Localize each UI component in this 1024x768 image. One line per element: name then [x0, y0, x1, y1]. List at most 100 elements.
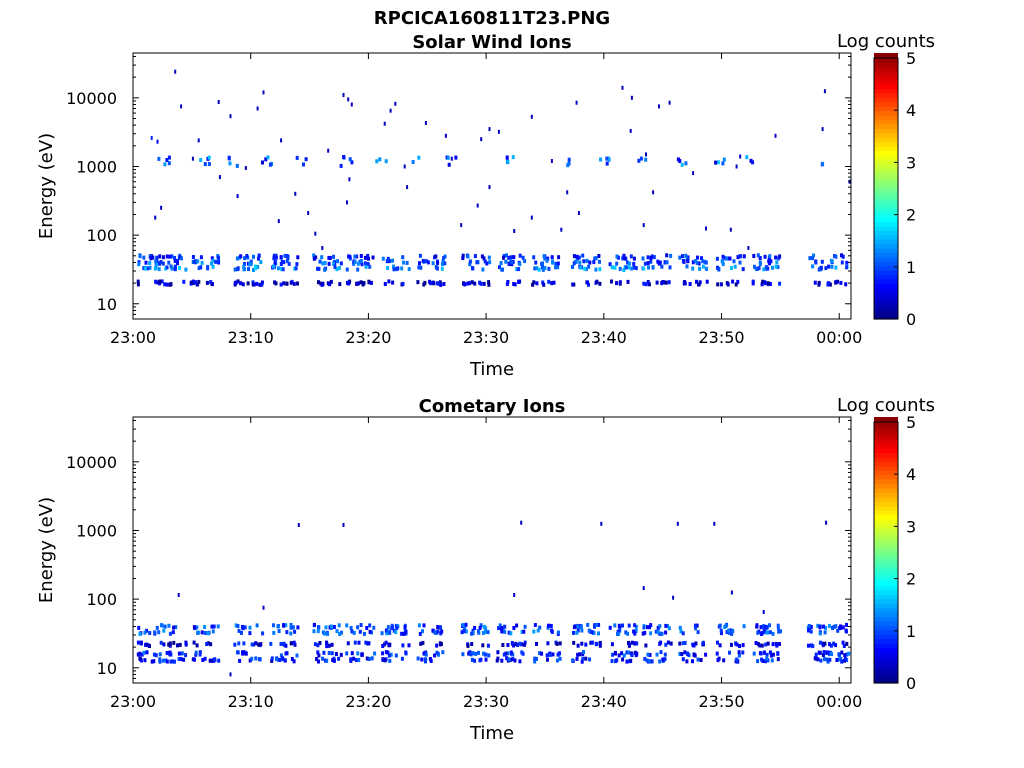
spectrogram-cell	[658, 104, 660, 109]
spectrogram-cell	[834, 265, 838, 270]
spectrogram-cell	[322, 650, 326, 655]
spectrogram-cell	[764, 659, 767, 664]
spectrogram-cell	[157, 156, 161, 161]
spectrogram-cell	[749, 158, 753, 163]
spectrogram-cell	[724, 624, 728, 629]
spectrogram-cell	[161, 658, 165, 663]
spectrogram-cell	[840, 650, 844, 655]
spectrogram-cell	[475, 260, 479, 265]
spectrogram-cell	[667, 626, 671, 631]
spectrogram-cell	[836, 628, 840, 633]
spectrogram-cell	[272, 264, 275, 269]
spectrogram-cell	[807, 624, 811, 628]
spectrogram-cell	[836, 279, 840, 284]
spectrogram-cell	[463, 282, 467, 287]
spectrogram-cell	[154, 259, 158, 264]
spectrogram-cell	[403, 625, 407, 630]
spectrogram-cell	[342, 93, 345, 97]
spectrogram-cell	[721, 262, 725, 267]
spectrogram-cell	[392, 267, 396, 272]
colorbar-segment	[874, 279, 898, 285]
spectrogram-cell	[345, 651, 349, 656]
spectrogram-cell	[154, 215, 157, 220]
colorbar-segment	[874, 665, 898, 671]
spectrogram-cell	[737, 653, 741, 658]
spectrogram-cell	[486, 630, 490, 635]
spectrogram-cell	[381, 256, 385, 261]
spectrogram-cell	[571, 658, 575, 663]
spectrogram-cell	[157, 267, 161, 272]
spectrogram-cell	[450, 156, 453, 161]
spectrogram-cell	[533, 623, 537, 627]
x-tick-label: 23:10	[228, 692, 274, 711]
spectrogram-cell	[695, 260, 699, 265]
spectrogram-cell	[444, 133, 447, 138]
spectrogram-cell	[446, 155, 450, 160]
spectrogram-cell	[581, 253, 585, 258]
spectrogram-cell	[535, 656, 538, 661]
spectrogram-cell	[503, 629, 507, 634]
spectrogram-cell	[730, 266, 733, 271]
spectrogram-cell	[598, 281, 602, 286]
spectrogram-cell	[216, 624, 220, 629]
spectrogram-cell	[530, 114, 533, 119]
spectrogram-cell	[357, 281, 361, 286]
colorbar-segment	[874, 492, 898, 498]
spectrogram-cell	[272, 256, 276, 261]
spectrogram-cell	[173, 659, 176, 664]
spectrogram-cell	[586, 280, 589, 285]
spectrogram-cell	[471, 628, 475, 633]
colorbar-segment	[874, 598, 898, 604]
spectrogram-cell	[139, 640, 143, 645]
spectrogram-cell	[585, 258, 589, 263]
spectrogram-cell	[845, 629, 848, 634]
x-tick-label: 23:20	[345, 692, 391, 711]
spectrogram-cell	[774, 255, 778, 260]
spectrogram-cell	[760, 282, 764, 287]
spectrogram-cell	[313, 642, 317, 647]
spectrogram-cell	[243, 256, 247, 261]
spectrogram-cell	[714, 160, 718, 165]
spectrogram-cell	[209, 642, 213, 647]
spectrogram-cell	[273, 261, 277, 266]
colorbar-segment	[874, 603, 898, 609]
spectrogram-cell	[261, 631, 265, 636]
colorbar-segment	[874, 456, 898, 462]
spectrogram-cell	[167, 623, 171, 628]
spectrogram-cell	[170, 254, 174, 259]
spectrogram-cell	[424, 652, 428, 657]
spectrogram-cell	[556, 261, 560, 266]
spectrogram-cell	[369, 280, 373, 285]
spectrogram-cell	[486, 643, 490, 648]
spectrogram-cell	[253, 264, 257, 269]
spectrogram-cell	[372, 625, 376, 630]
spectrogram-cell	[205, 642, 209, 646]
spectrogram-cell	[610, 659, 614, 663]
spectrogram-cell	[155, 261, 159, 266]
spectrogram-cell	[514, 641, 518, 646]
spectrogram-cell	[419, 641, 423, 646]
colorbar-segment	[874, 110, 898, 116]
spectrogram-cell	[512, 282, 516, 286]
spectrogram-cell	[198, 650, 202, 655]
spectrogram-cell	[615, 254, 619, 259]
spectrogram-cell	[284, 651, 288, 656]
spectrogram-cell	[420, 657, 424, 662]
spectrogram-cell	[245, 254, 249, 258]
spectrogram-cell	[439, 282, 443, 287]
spectrogram-cell	[302, 162, 305, 167]
spectrogram-cell	[339, 652, 343, 657]
spectrogram-cell	[725, 630, 729, 634]
colorbar-segment	[874, 123, 898, 129]
spectrogram-cell	[282, 641, 286, 646]
spectrogram-cell	[583, 266, 587, 271]
spectrogram-cell	[615, 261, 619, 266]
spectrogram-cell	[511, 260, 515, 264]
spectrogram-cell	[593, 624, 596, 629]
spectrogram-cell	[435, 650, 439, 655]
spectrogram-cell	[634, 624, 638, 629]
spectrogram-cell	[268, 162, 272, 167]
spectrogram-cell	[655, 652, 659, 657]
spectrogram-cell	[296, 281, 299, 286]
